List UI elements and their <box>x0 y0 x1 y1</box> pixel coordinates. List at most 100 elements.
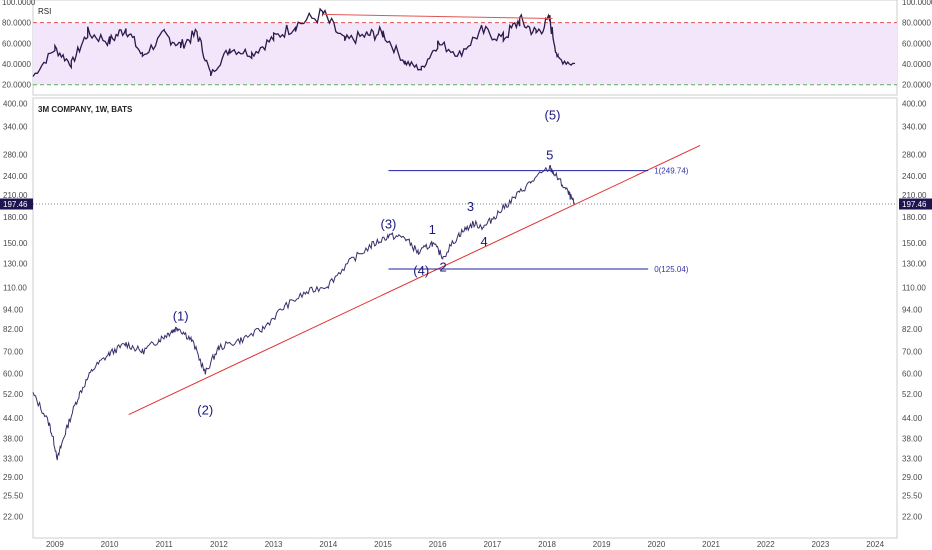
last-price-badge-left-bg <box>0 198 33 210</box>
rsi-tick-label-left: 40.0000 <box>2 60 31 69</box>
x-tick-label: 2018 <box>538 540 556 549</box>
price-tick-label-right: 22.00 <box>902 512 923 521</box>
wave-label: 4 <box>481 234 488 249</box>
price-tick-label-right: 33.00 <box>902 455 923 464</box>
price-title: 3M COMPANY, 1W, BATS <box>38 105 133 114</box>
price-tick-label-left: 340.00 <box>3 123 28 132</box>
last-price-badge-right-bg <box>899 198 932 210</box>
x-tick-label: 2023 <box>812 540 830 549</box>
x-tick-label: 2014 <box>319 540 337 549</box>
price-tick-label-left: 110.00 <box>3 283 27 292</box>
elliott-wave-labels: (1) (2) (3) (4) 1 2 3 4 5 (5) <box>173 107 561 417</box>
wave-label: (4) <box>413 263 429 278</box>
x-axis: 2009 2010 2011 2012 2013 2014 2015 2016 2017 2018… <box>46 540 885 549</box>
rsi-divergence-line <box>322 13 553 20</box>
wave-label: 3 <box>467 199 474 214</box>
price-tick-label-right: 29.00 <box>902 473 923 482</box>
price-tick-label-right: 340.00 <box>902 123 927 132</box>
last-price-badge-left-label: 197.46 <box>3 200 28 209</box>
price-tick-label-right: 280.00 <box>902 150 927 159</box>
price-y-axis-right: 400.00 340.00 280.00 240.00 210.00 180.00 150.… <box>902 100 927 522</box>
wave-label: 5 <box>546 147 553 162</box>
x-tick-label: 2011 <box>156 540 174 549</box>
fib-levels[interactable]: 1(249.74) 0(125.04) <box>388 167 689 274</box>
x-tick-label: 2012 <box>210 540 228 549</box>
price-tick-label-right: 210.00 <box>902 191 927 200</box>
rsi-band <box>33 22 897 85</box>
price-tick-label-right: 70.00 <box>902 348 923 357</box>
price-tick-label-left: 210.00 <box>3 191 28 200</box>
rsi-tick-label-right: 40.0000 <box>902 60 931 69</box>
price-tick-label-right: 60.00 <box>902 370 923 379</box>
price-tick-label-left: 280.00 <box>3 150 28 159</box>
wave-label: (1) <box>173 309 189 324</box>
price-tick-label-left: 70.00 <box>3 348 24 357</box>
price-tick-label-left: 400.00 <box>3 100 28 109</box>
x-tick-label: 2009 <box>46 540 64 549</box>
price-tick-label-left: 180.00 <box>3 213 28 222</box>
rsi-tick-label-right: 60.0000 <box>902 39 931 48</box>
price-tick-label-right: 52.00 <box>902 390 923 399</box>
price-series-line <box>32 165 575 461</box>
price-tick-label-left: 94.00 <box>3 306 24 315</box>
price-tick-label-left: 29.00 <box>3 473 24 482</box>
x-tick-label: 2019 <box>593 540 611 549</box>
wave-label: (2) <box>197 403 213 418</box>
price-panel-frame <box>32 97 898 539</box>
x-tick-label: 2016 <box>429 540 447 549</box>
price-tick-label-right: 130.00 <box>902 260 927 269</box>
price-tick-label-right: 38.00 <box>902 435 923 444</box>
rsi-y-axis-right: 100.0000 80.0000 60.0000 40.0000 20.0000 <box>902 0 932 90</box>
price-tick-label-right: 240.00 <box>902 172 927 181</box>
rsi-series-line <box>32 7 576 77</box>
rsi-tick-label-right: 20.0000 <box>902 81 931 90</box>
price-tick-label-left: 33.00 <box>3 455 24 464</box>
x-tick-label: 2020 <box>647 540 665 549</box>
support-trendline[interactable] <box>128 144 701 416</box>
rsi-tick-label-right: 80.0000 <box>902 19 931 28</box>
x-tick-label: 2015 <box>374 540 392 549</box>
price-tick-label-left: 150.00 <box>3 239 28 248</box>
price-tick-label-left: 38.00 <box>3 435 24 444</box>
fib-level-label: 1(249.74) <box>654 167 689 176</box>
price-tick-label-right: 44.00 <box>902 414 923 423</box>
price-tick-label-right: 150.00 <box>902 239 927 248</box>
x-tick-label: 2013 <box>265 540 283 549</box>
x-tick-label: 2021 <box>702 540 720 549</box>
x-tick-label: 2010 <box>101 540 119 549</box>
rsi-tick-label-left: 80.0000 <box>2 19 31 28</box>
x-tick-label: 2017 <box>483 540 501 549</box>
price-tick-label-right: 110.00 <box>902 283 926 292</box>
price-tick-label-right: 400.00 <box>902 100 927 109</box>
rsi-tick-label-right: 100.0000 <box>902 0 932 7</box>
rsi-title: RSI <box>38 7 51 16</box>
price-tick-label-left: 25.50 <box>3 491 24 500</box>
price-tick-label-left: 22.00 <box>3 512 24 521</box>
price-tick-label-right: 25.50 <box>902 491 923 500</box>
rsi-y-axis-left: 100.0000 80.0000 60.0000 40.0000 20.0000 <box>2 0 36 90</box>
x-tick-label: 2022 <box>757 540 775 549</box>
price-tick-label-right: 180.00 <box>902 213 927 222</box>
wave-label: (5) <box>545 107 561 122</box>
price-tick-label-left: 240.00 <box>3 172 28 181</box>
x-tick-label: 2024 <box>866 540 884 549</box>
last-price-badge-right-label: 197.46 <box>902 200 927 209</box>
price-tick-label-left: 130.00 <box>3 260 28 269</box>
rsi-tick-label-left: 60.0000 <box>2 39 31 48</box>
price-tick-label-left: 52.00 <box>3 390 24 399</box>
price-tick-label-left: 44.00 <box>3 414 24 423</box>
rsi-tick-label-left: 100.0000 <box>2 0 36 7</box>
wave-label: 1 <box>429 222 436 237</box>
price-tick-label-left: 60.00 <box>3 370 24 379</box>
price-tick-label-left: 82.00 <box>3 325 24 334</box>
wave-label: (3) <box>380 217 396 232</box>
rsi-tick-label-left: 20.0000 <box>2 81 31 90</box>
last-price-badge-right: 197.46 <box>899 198 932 210</box>
wave-label: 2 <box>440 259 447 274</box>
price-tick-label-right: 94.00 <box>902 306 923 315</box>
price-y-axis-left: 400.00 340.00 280.00 240.00 210.00 180.00 150.… <box>3 100 28 522</box>
fib-level-label: 0(125.04) <box>654 265 689 274</box>
price-tick-label-right: 82.00 <box>902 325 923 334</box>
last-price-badge-left: 197.46 <box>0 198 33 210</box>
